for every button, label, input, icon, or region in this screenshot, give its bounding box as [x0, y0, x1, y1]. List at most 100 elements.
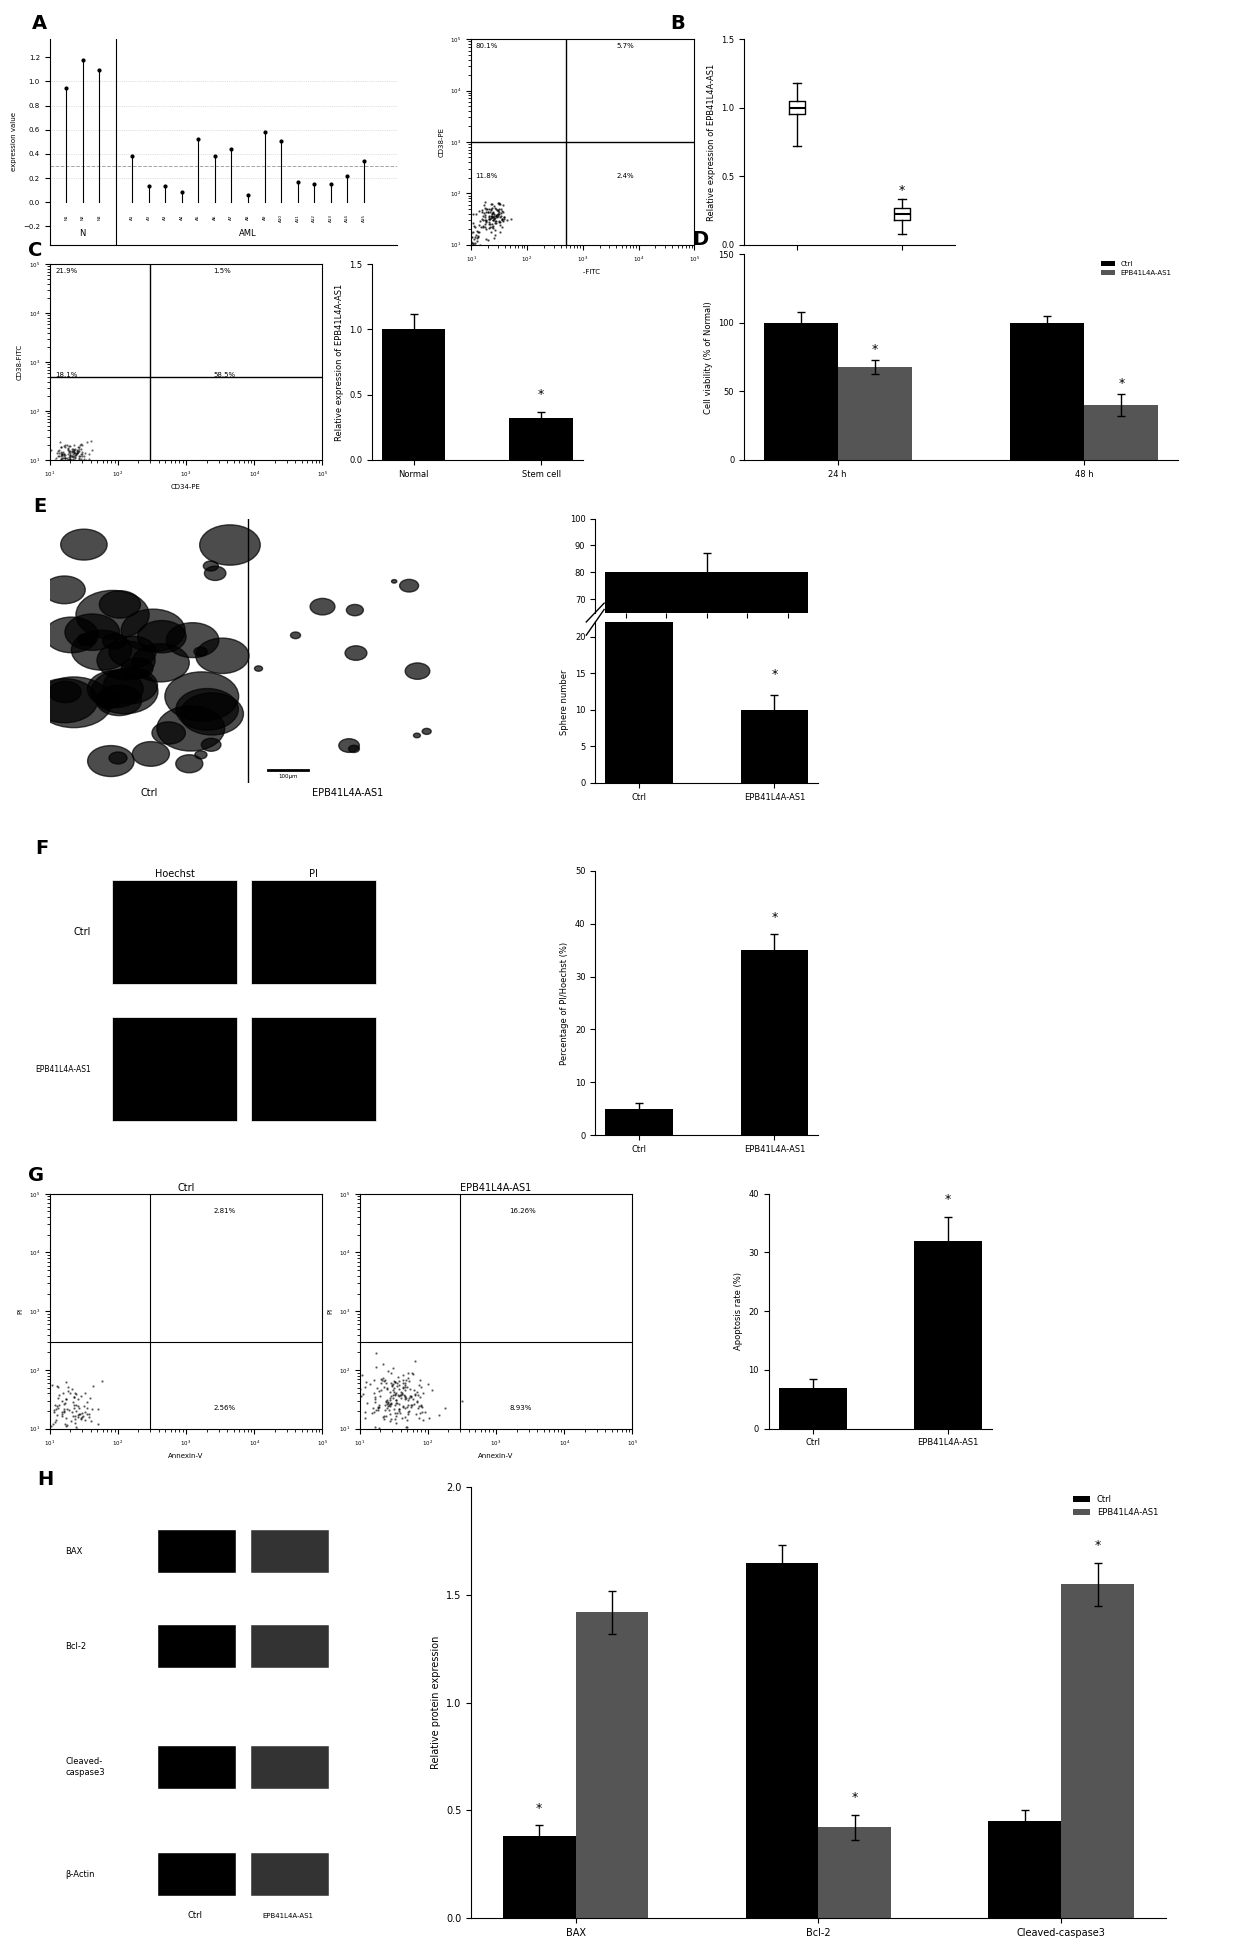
Point: [66, 472, 86, 503]
Point: [471, 239, 491, 270]
Text: *: *: [771, 910, 777, 924]
Point: [56, 462, 76, 493]
Text: G: G: [27, 1166, 43, 1184]
Point: [48, 438, 68, 470]
Point: [32, 487, 52, 519]
Point: [12, 438, 32, 470]
Bar: [988, 1820, 1061, 1918]
Point: [378, 1421, 398, 1452]
Point: [74, 1378, 94, 1409]
Point: [454, 221, 474, 252]
Point: [440, 225, 460, 256]
Point: [374, 1399, 394, 1431]
Point: [459, 229, 479, 260]
Point: [52, 470, 72, 501]
Point: [305, 1442, 325, 1474]
Point: [314, 1436, 334, 1468]
Point: [61, 444, 81, 476]
Point: [52, 452, 72, 483]
Point: [60, 470, 79, 501]
Point: [381, 1438, 401, 1470]
Legend: Ctrl, EPB41L4A-AS1: Ctrl, EPB41L4A-AS1: [1099, 258, 1174, 280]
Point: [425, 239, 445, 270]
Point: [10, 1454, 30, 1485]
Point: [36, 1476, 56, 1507]
Point: [272, 1429, 291, 1460]
Point: [0, 1446, 15, 1478]
Point: [68, 491, 88, 523]
Circle shape: [92, 669, 157, 714]
Point: [327, 1413, 347, 1444]
Point: [463, 235, 482, 266]
Point: [293, 1417, 312, 1448]
Point: [51, 436, 71, 468]
Point: [397, 1411, 417, 1442]
Point: [440, 227, 460, 258]
Point: [444, 237, 464, 268]
Point: [386, 1366, 405, 1397]
Point: [379, 1460, 399, 1491]
Point: [17, 1481, 37, 1513]
Point: [41, 476, 61, 507]
Point: [300, 1429, 320, 1460]
Point: [432, 231, 451, 262]
Point: [0, 1411, 1, 1442]
Point: [482, 202, 502, 233]
Point: [408, 233, 428, 264]
Point: [41, 479, 61, 511]
Point: [453, 229, 472, 260]
Point: [0, 1440, 19, 1472]
Point: [351, 1434, 371, 1466]
Point: [305, 1427, 325, 1458]
Point: [45, 1397, 64, 1429]
Point: [52, 472, 72, 503]
Point: [335, 1413, 355, 1444]
Text: Ctrl: Ctrl: [187, 1910, 203, 1920]
Point: [56, 1411, 76, 1442]
Point: [37, 470, 57, 501]
Point: [433, 227, 453, 258]
Point: [326, 1411, 346, 1442]
Point: [31, 468, 51, 499]
Point: [432, 237, 451, 268]
Point: [450, 211, 470, 243]
Point: [20, 1458, 40, 1489]
Point: [451, 221, 471, 252]
Point: [25, 1452, 45, 1483]
Point: [58, 432, 78, 464]
Circle shape: [339, 738, 360, 751]
Point: [55, 468, 74, 499]
Point: [45, 466, 64, 497]
Point: [334, 1436, 353, 1468]
Point: [443, 225, 463, 256]
Point: [0, 432, 9, 464]
Point: [0, 1456, 17, 1487]
Point: [71, 1403, 91, 1434]
Point: [320, 1464, 340, 1495]
Point: [446, 225, 466, 256]
Point: [461, 237, 481, 268]
Point: [403, 1384, 423, 1415]
Point: [401, 1391, 420, 1423]
Point: [312, 1436, 332, 1468]
Point: [413, 1391, 433, 1423]
Point: [444, 219, 464, 250]
Point: [367, 1454, 387, 1485]
Point: [0, 1468, 17, 1499]
Point: [368, 1468, 388, 1499]
Point: [68, 431, 88, 462]
Point: [0, 431, 7, 462]
Point: [329, 1421, 348, 1452]
Point: [56, 468, 76, 499]
Point: [60, 470, 79, 501]
Point: [441, 221, 461, 252]
Point: [0, 440, 20, 472]
Point: [451, 217, 471, 249]
Point: [0, 444, 12, 476]
Point: [428, 219, 448, 250]
Point: [0, 1452, 7, 1483]
Point: [71, 442, 91, 474]
Point: [30, 472, 50, 503]
Point: [5, 450, 25, 481]
Bar: [510, 419, 573, 460]
